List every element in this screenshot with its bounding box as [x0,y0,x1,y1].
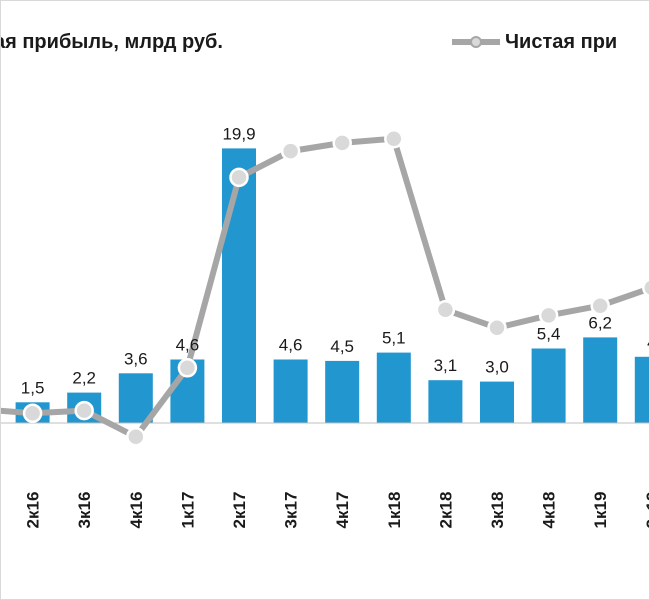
bar-3к17 [273,359,308,423]
x-tick-3к16: 3к16 [75,492,94,529]
data-label-3к18: 3,0 [485,358,509,377]
line-point-1к19 [590,295,610,316]
line-point-3к18 [487,318,507,338]
line-point-2к17 [229,167,249,188]
line-point-4к17 [332,133,352,153]
x-tick-3к18: 3к18 [488,492,507,529]
bar-1к19 [583,337,618,423]
line-point-4к18 [538,305,559,326]
bar-2к19 [634,356,650,423]
bar-series [15,148,650,423]
bar-2к17 [222,148,256,423]
data-label-2к17: 19,9 [222,124,255,143]
data-label-4к17: 4,5 [330,337,354,356]
x-tick-4к18: 4к18 [540,492,559,529]
x-tick-4к16: 4к16 [127,492,146,529]
bar-4к17 [325,360,360,423]
line-point-3к16 [74,400,94,421]
bar-4к18 [531,348,566,423]
legend-marker-icon [470,36,482,48]
data-label-3к17: 4,6 [279,336,303,355]
bar-3к18 [480,381,514,423]
legend-label-bars: ая прибыль, млрд руб. [0,31,223,53]
x-tick-2к18: 2к18 [436,492,455,529]
line-series [0,128,650,447]
data-label-3к16: 2,2 [72,369,96,388]
data-label-2к18: 3,1 [434,356,458,375]
data-label-1к17: 4,6 [176,336,200,355]
line-point-2к19 [642,278,650,298]
x-tick-2к19: 2к19 [643,492,650,529]
bar-2к18 [428,380,463,423]
x-tick-2к17: 2к17 [230,492,249,529]
data-labels: 1,5 2,2 3,6 4,6 19,9 4,6 4,5 5,1 3,1 3,0 5,4 6,2 4 [21,124,650,397]
data-label-4к18: 5,4 [537,325,561,344]
bar-4к16 [118,373,153,423]
x-tick-1к17: 1к17 [178,492,197,529]
legend-label-line: Чистая при [505,31,617,53]
line-point-1к17 [177,358,198,378]
x-tick-2к16: 2к16 [24,492,43,529]
x-tick-1к18: 1к18 [385,492,404,529]
line-point-3к17 [280,141,301,161]
data-label-1к18: 5,1 [382,329,406,348]
x-tick-4к17: 4к17 [333,492,352,529]
legend: ая прибыль, млрд руб. Чистая при [0,31,617,53]
x-axis-tick-labels: 2к16 3к16 4к16 1к17 2к17 3к17 4к17 1к18 2к18 3к18… [24,492,650,529]
data-label-2к16: 1,5 [21,378,45,397]
data-label-2к19: 4 [647,333,650,352]
x-tick-1к19: 1к19 [591,492,610,529]
line-point-2к18 [435,300,456,320]
line-point-4к16 [126,427,146,447]
bar-1к18 [376,352,411,423]
data-label-1к19: 6,2 [588,313,612,332]
data-label-4к16: 3,6 [124,349,148,368]
line-point-2к16 [22,403,43,424]
line-point-1к18 [384,128,404,149]
x-tick-3к17: 3к17 [282,492,301,529]
